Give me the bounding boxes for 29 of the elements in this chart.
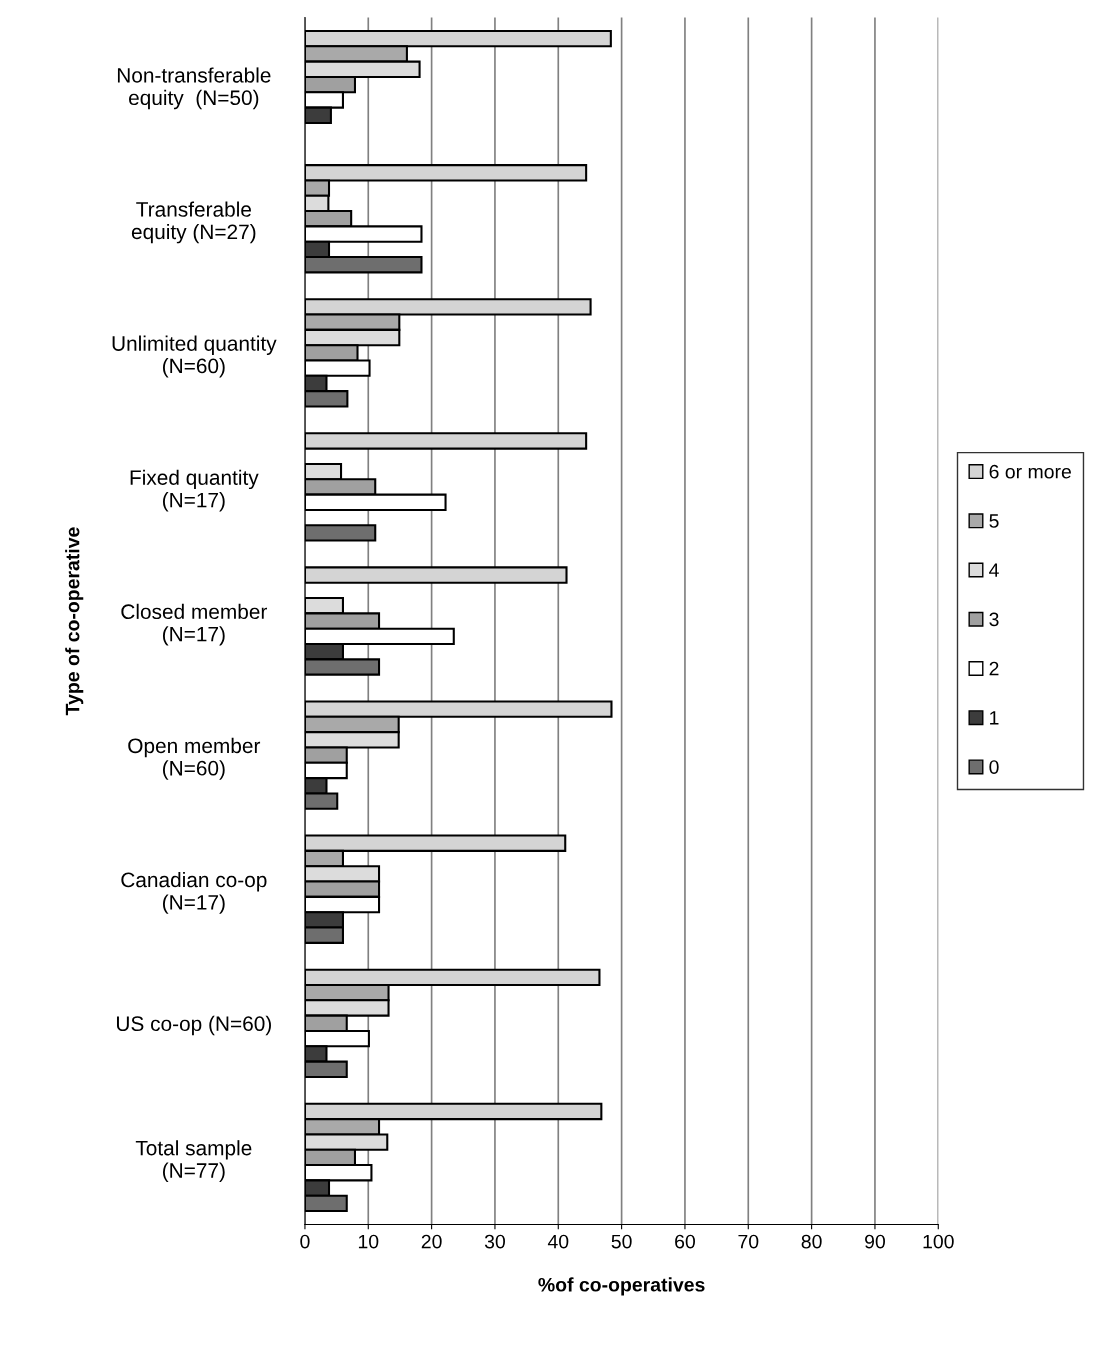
x-tick-label: 20 xyxy=(421,1234,442,1249)
x-tick-label: 0 xyxy=(300,1234,310,1249)
y-tick-label: Fixed quantity (N=17) xyxy=(130,469,259,512)
legend-label: 3 xyxy=(989,612,999,627)
x-tick-label: 100 xyxy=(923,1234,954,1249)
x-tick-label: 40 xyxy=(547,1234,569,1249)
y-axis-title: Type of co-operative xyxy=(65,527,84,716)
x-tick-label: 80 xyxy=(801,1234,822,1249)
legend-label: 2 xyxy=(989,661,999,676)
legend-label: 1 xyxy=(990,711,999,725)
x-tick-label: 70 xyxy=(738,1234,759,1249)
legend-label: 6 or more xyxy=(989,464,1071,479)
y-tick-label: Unlimited quantity (N=60) xyxy=(112,335,277,378)
y-tick-label: Total sample (N=77) xyxy=(135,1140,252,1183)
x-tick-label: 90 xyxy=(865,1234,885,1249)
y-tick-label: Closed member (N=17) xyxy=(121,603,268,646)
x-axis-title: %of co-operatives xyxy=(538,1277,705,1296)
legend-label: 0 xyxy=(989,760,999,774)
y-tick-label: Transferable equity (N=27) xyxy=(131,201,256,244)
x-tick-label: 50 xyxy=(611,1234,632,1249)
legend-label: 4 xyxy=(989,563,999,577)
y-tick-label: Open member (N=60) xyxy=(128,737,261,780)
y-tick-label: Canadian co-op (N=17) xyxy=(121,871,267,914)
y-tick-label: US co-op (N=60) xyxy=(117,1015,271,1036)
x-tick-label: 10 xyxy=(358,1234,379,1249)
x-tick-label: 60 xyxy=(675,1234,695,1249)
x-tick-label: 30 xyxy=(484,1234,505,1249)
y-tick-label: Non-transferable equity (N=50) xyxy=(117,67,271,110)
legend-label: 5 xyxy=(989,514,999,528)
